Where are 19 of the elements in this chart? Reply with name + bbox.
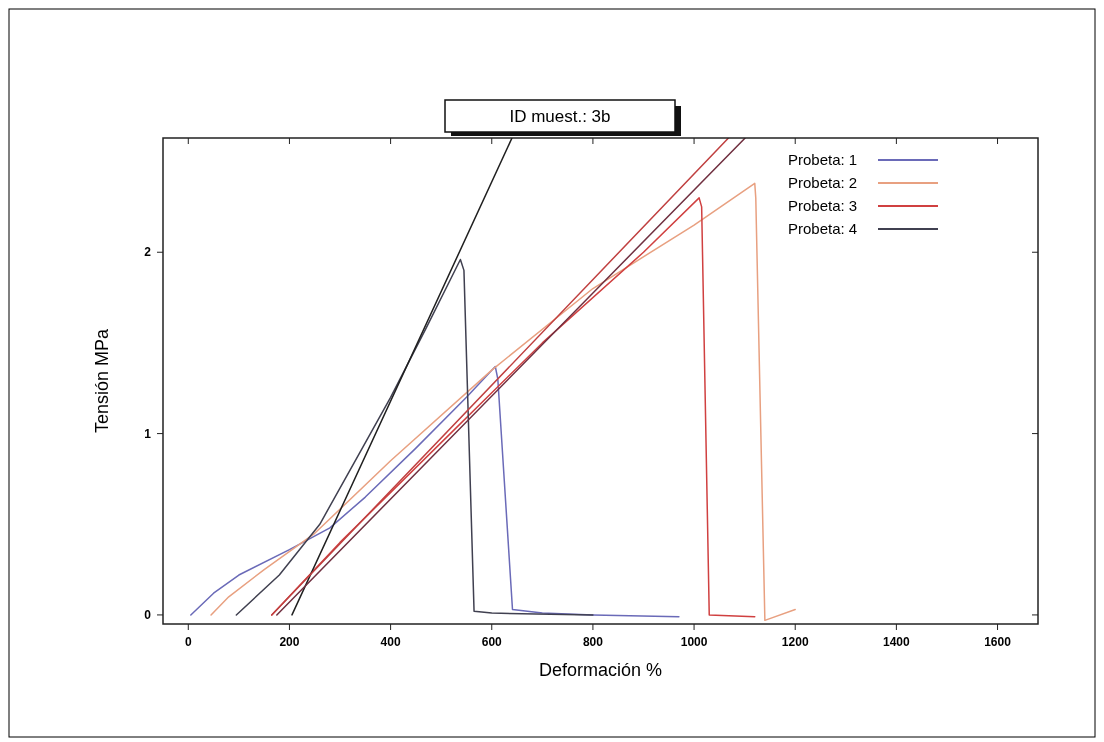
x-tick-label: 200 [279, 635, 300, 649]
legend-label: Probeta: 1 [788, 151, 858, 168]
x-tick-label: 1600 [984, 635, 1012, 649]
x-tick-label: 1000 [680, 635, 708, 649]
x-tick-label: 1400 [883, 635, 911, 649]
x-tick-label: 400 [380, 635, 401, 649]
y-tick-label: 1 [144, 426, 152, 441]
x-tick-label: 1200 [781, 635, 809, 649]
x-axis-title: Deformación % [538, 660, 663, 680]
y-tick-label: 0 [144, 607, 152, 622]
y-tick-label: 2 [144, 245, 152, 260]
x-tick-label: 600 [481, 635, 503, 649]
x-tick-label: 0 [184, 635, 192, 649]
legend-label: Probeta: 2 [788, 174, 858, 191]
y-axis-title: Tensión MPa [92, 327, 112, 434]
legend-label: Probeta: 4 [788, 220, 858, 237]
x-tick-label: 800 [582, 635, 604, 649]
legend-label: Probeta: 3 [788, 197, 858, 214]
chart-title: ID muest.: 3b [509, 107, 611, 126]
